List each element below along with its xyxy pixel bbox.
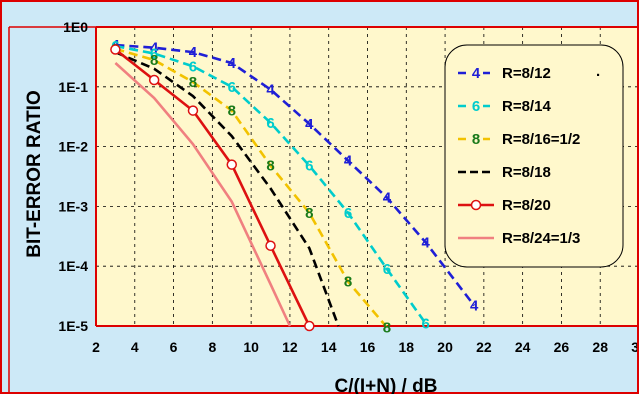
data-point — [304, 320, 315, 332]
data-point — [148, 74, 160, 86]
legend-marker: 8 — [472, 131, 480, 148]
x-tick-label: 8 — [208, 339, 216, 355]
series-line — [114, 50, 340, 327]
legend-label: R=8/24=1/3 — [502, 230, 580, 247]
data-point — [187, 105, 199, 116]
x-tick-label: 4 — [131, 339, 139, 355]
y-tick-label: 1E-3 — [58, 198, 88, 214]
legend-item: 4 R=8/12 — [458, 64, 551, 82]
data-point — [226, 159, 237, 170]
data-point: 6 — [422, 316, 430, 333]
data-point: 6 — [228, 79, 236, 96]
data-point: 4 — [422, 234, 431, 251]
data-point: 4 — [383, 190, 392, 207]
data-point: 6 — [344, 205, 352, 222]
series-line — [115, 47, 388, 329]
y-tick-label: 1E-1 — [58, 79, 88, 95]
legend-marker-bg — [469, 64, 483, 82]
series-line — [114, 62, 292, 327]
data-point — [110, 44, 121, 55]
data-point: 4 — [228, 55, 237, 72]
data-point: 4 — [150, 40, 159, 57]
x-axis-title: C/(I+N) / dB — [335, 376, 438, 394]
legend-label: R=8/12 — [502, 65, 551, 82]
legend-extra: . — [596, 63, 600, 80]
data-point: 8 — [266, 158, 274, 175]
x-tick-label: 6 — [170, 339, 178, 355]
legend-label: R=8/14 — [502, 98, 551, 115]
y-tick-label: 1E0 — [63, 19, 88, 35]
legend-label: R=8/20 — [502, 197, 551, 214]
x-tick-label: 14 — [321, 339, 337, 355]
x-tick-label: 10 — [243, 339, 259, 355]
series-R=8/16=1/2: 88888888 — [111, 41, 391, 336]
legend-item: 8 R=8/16=1/2 — [458, 130, 580, 148]
legend-marker: 6 — [472, 98, 480, 115]
x-tick-label: 2 — [92, 339, 100, 355]
data-point: 8 — [305, 205, 313, 222]
data-point: 8 — [344, 274, 352, 291]
data-point: 8 — [189, 74, 197, 91]
legend-marker: 4 — [472, 65, 481, 82]
x-tick-label: 28 — [592, 339, 608, 355]
data-point: 6 — [383, 261, 391, 278]
x-tick-label: 24 — [515, 339, 531, 355]
data-point: 4 — [344, 153, 353, 170]
x-tick-label: 16 — [360, 339, 376, 355]
series-R=8/18 — [114, 50, 340, 327]
data-point: 8 — [228, 103, 236, 120]
series-line — [115, 43, 476, 307]
x-tick-label: 22 — [476, 339, 492, 355]
data-point: 6 — [266, 115, 274, 132]
y-axis-title: BIT-ERROR RATIO — [24, 90, 45, 257]
legend-marker-bg — [469, 130, 483, 148]
legend-label: R=8/16=1/2 — [502, 131, 580, 148]
x-tick-label: 18 — [398, 339, 414, 355]
legend-box — [444, 44, 624, 268]
y-tick-label: 1E-4 — [58, 258, 88, 274]
data-point: 8 — [383, 319, 391, 336]
series-R=8/24=1/3 — [114, 62, 292, 327]
series-layer: 444444444466666666688888888 — [110, 37, 479, 336]
x-tick-label: 26 — [554, 339, 570, 355]
x-tick-label: 30 — [631, 339, 639, 355]
y-tick-label: 1E-5 — [58, 318, 88, 334]
legend: . 4 R=8/12 6 R=8/14 8 R=8/16=1/2 R=8/18 R=8/20 R… — [444, 44, 624, 268]
series-line — [115, 44, 427, 325]
tick-labels: 246810121416182022242628301E01E-11E-21E-… — [58, 19, 639, 355]
legend-item: 6 R=8/14 — [458, 97, 551, 115]
legend-label: R=8/18 — [502, 164, 551, 181]
series-R=8/20 — [110, 44, 315, 332]
data-point: 6 — [150, 46, 158, 63]
data-point: 6 — [189, 58, 197, 75]
data-point: 6 — [305, 158, 313, 175]
legend-item: R=8/24=1/3 — [458, 230, 580, 247]
series-line — [114, 48, 311, 327]
data-point: 8 — [150, 52, 158, 69]
data-point: 4 — [266, 82, 275, 99]
data-point: 4 — [470, 298, 479, 315]
data-point — [265, 240, 276, 251]
y-tick-label: 1E-2 — [58, 139, 88, 155]
data-point: 4 — [189, 44, 198, 61]
legend-item: R=8/18 — [458, 164, 551, 181]
x-tick-label: 20 — [437, 339, 453, 355]
legend-marker — [470, 199, 482, 211]
legend-marker-bg — [469, 97, 483, 115]
data-point: 4 — [305, 116, 314, 133]
x-tick-label: 12 — [282, 339, 298, 355]
legend-item: R=8/20 — [458, 197, 551, 214]
